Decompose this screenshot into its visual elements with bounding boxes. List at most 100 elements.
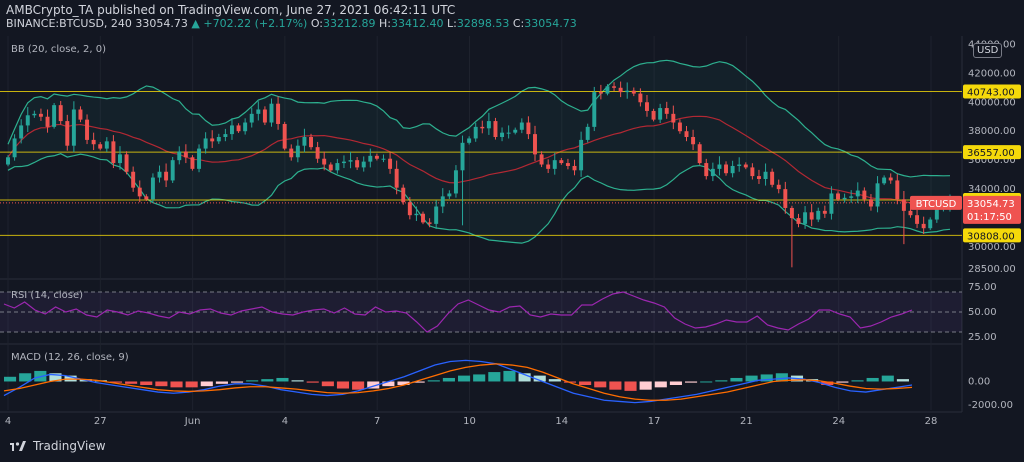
candle-body [65, 121, 70, 146]
candle-body [71, 109, 76, 146]
candle-body [302, 137, 307, 146]
candle-body [572, 165, 577, 171]
candle-body [605, 86, 610, 94]
macd-histogram-bar [730, 377, 743, 382]
level-price-label: 30808.00 [967, 231, 1015, 242]
candle-body [322, 158, 327, 165]
candle-body [137, 187, 142, 197]
candle-body [533, 134, 537, 155]
macd-histogram-bar [594, 381, 607, 388]
candle-body [612, 86, 617, 88]
rsi-pane [0, 291, 962, 333]
candle-body [855, 190, 860, 197]
macd-histogram-bar [700, 381, 713, 383]
candle-body [519, 122, 524, 130]
macd-histogram-bar [155, 381, 168, 387]
level-price-label: 40743.00 [967, 88, 1015, 99]
current-price-tag [963, 195, 1021, 224]
open-label: O: [310, 17, 323, 30]
bar-countdown-label: 01:17:50 [967, 212, 1012, 223]
candle-body [829, 193, 834, 214]
candle-body [585, 126, 590, 140]
candle-body [750, 167, 755, 177]
candle-body [58, 105, 63, 122]
candle-body [216, 137, 221, 142]
macd-line [3, 359, 913, 404]
candle-body [190, 157, 195, 169]
candle-body [915, 215, 920, 224]
candle-body [737, 164, 742, 166]
publish-info: AMBCrypto_TA published on TradingView.co… [6, 3, 456, 17]
level-price-tag [963, 228, 1021, 243]
candle-body [868, 199, 873, 207]
candle-body [743, 164, 748, 168]
candle-body [809, 212, 814, 220]
candle-body [631, 90, 636, 94]
candle-body [842, 197, 847, 200]
bb-indicator-label[interactable]: BB (20, close, 2, 0) [11, 44, 106, 55]
candle-body [269, 103, 274, 123]
high-label: H: [379, 17, 391, 30]
candle-body [315, 147, 320, 159]
candle-body [421, 213, 425, 223]
macd-histogram-bar [397, 381, 410, 385]
time-tick-label: 14 [555, 416, 568, 427]
candle-body [328, 164, 333, 171]
macd-histogram-bar [382, 381, 395, 387]
candle-body [197, 148, 202, 169]
time-tick-label: 28 [925, 416, 938, 427]
candle-body [144, 196, 149, 200]
candle-body [836, 193, 840, 200]
macd-histogram-bar [412, 381, 425, 383]
macd-histogram-bar [458, 375, 471, 382]
tradingview-logo-icon [10, 441, 26, 451]
candle-body [724, 164, 729, 174]
candle-body [546, 164, 551, 169]
candle-body [98, 144, 103, 149]
symbol-ohlc-line: BINANCE:BTCUSD, 240 33054.73 ▲ +702.22 (… [6, 17, 577, 30]
candle-body [664, 108, 669, 114]
candle-body [756, 176, 761, 179]
candle-body [131, 171, 136, 188]
candle-body [6, 157, 10, 165]
grid [0, 36, 963, 413]
macd-histogram-bar [185, 381, 198, 388]
candle-body [335, 163, 340, 171]
candle-body [579, 139, 584, 171]
candle-body [164, 171, 169, 181]
level-price-tag [963, 145, 1021, 160]
currency-badge[interactable]: USD [973, 43, 1003, 58]
macd-histogram-bar [609, 381, 622, 390]
candle-body [236, 125, 241, 132]
candle-body [934, 206, 939, 220]
candle-body [407, 202, 412, 216]
macd-histogram-bar [246, 380, 259, 382]
up-arrow-icon: ▲ [191, 17, 200, 30]
candle-body [150, 177, 155, 200]
candle-body [368, 155, 373, 162]
macd-indicator-label[interactable]: MACD (12, 26, close, 9) [11, 352, 129, 363]
candle-body [460, 142, 465, 171]
macd-histogram-bar [881, 375, 894, 382]
candle-body [697, 144, 702, 164]
candle-body [849, 196, 854, 198]
rsi-indicator-label[interactable]: RSI (14, close) [11, 290, 84, 301]
price-tick-label: 36000.00 [968, 155, 1016, 166]
candle-body [124, 154, 129, 172]
price-tick-label: 42000.00 [968, 68, 1016, 79]
candle-body [513, 129, 518, 133]
candle-body [434, 206, 439, 224]
candle-body [882, 177, 887, 184]
macd-histogram-bar [231, 381, 244, 383]
macd-tick-label: 0.00 [968, 376, 990, 387]
macd-histogram-bar [321, 381, 334, 387]
macd-histogram-bar [715, 380, 728, 382]
candle-body [170, 160, 175, 181]
candle-body [677, 122, 682, 132]
level-lines [0, 91, 962, 236]
time-tick-label: Jun [184, 416, 201, 427]
tradingview-branding[interactable]: TradingView [8, 436, 106, 456]
macd-histogram-bar [518, 373, 531, 382]
candle-body [796, 218, 801, 224]
